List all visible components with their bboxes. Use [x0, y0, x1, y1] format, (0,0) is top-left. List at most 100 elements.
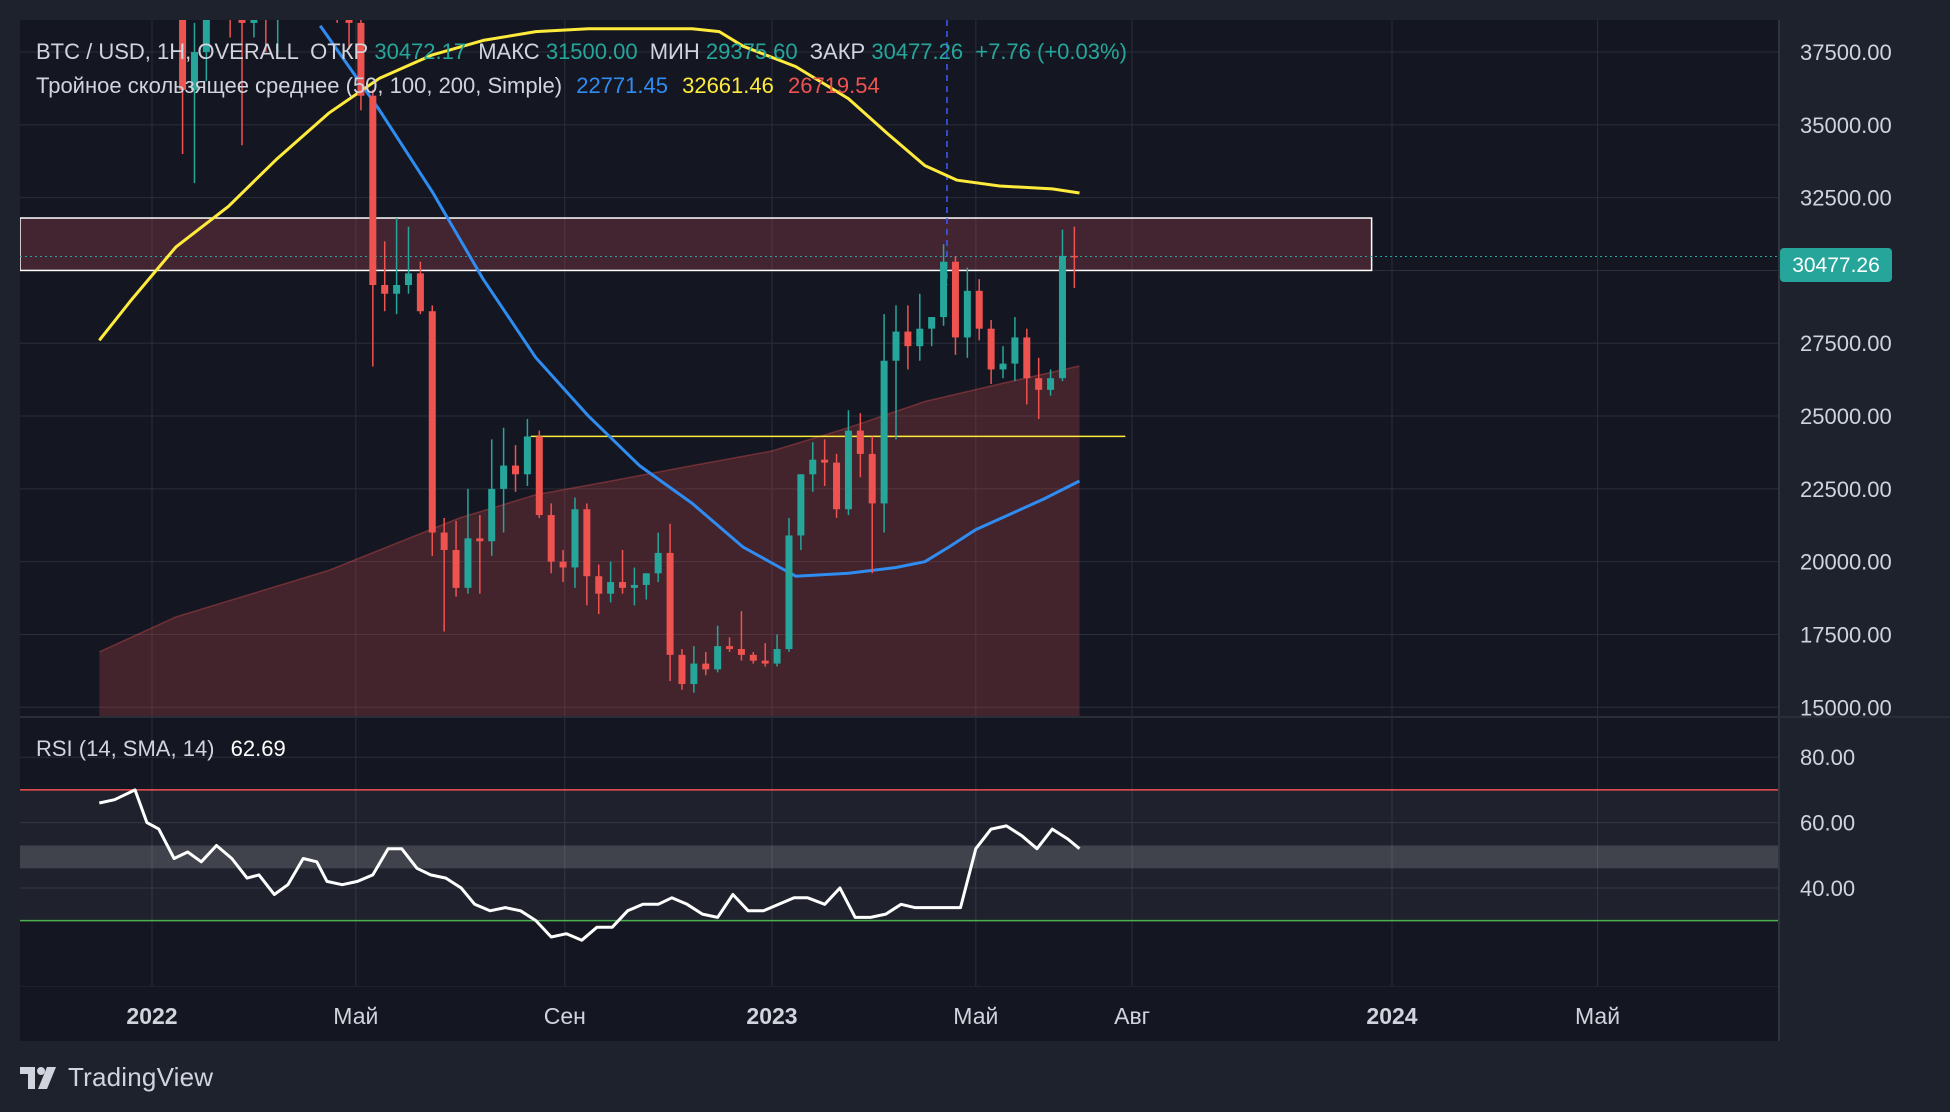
rsi-series — [98, 788, 1081, 942]
candle-body-42 — [595, 576, 603, 594]
ma-50-line — [318, 24, 1081, 578]
price-axis-label-5: 25000.00 — [1800, 404, 1892, 429]
candle-body-39 — [559, 561, 567, 568]
candle-body-29 — [440, 532, 448, 551]
ma-200-line — [98, 365, 1080, 653]
legend-panel: BTC / USD, 1Н, OVERALL ОТКР 30472.17 МАК… — [36, 39, 1127, 761]
candle-body-78 — [1023, 337, 1031, 379]
candle-body-48 — [666, 552, 674, 655]
candle-body-76 — [999, 363, 1007, 370]
candle-body-77 — [1011, 337, 1019, 364]
candle-body-50 — [690, 663, 698, 684]
candle-body-33 — [488, 488, 496, 542]
candle-body-81 — [1058, 255, 1066, 379]
candle-body-31 — [464, 538, 472, 588]
candle-body-43 — [607, 582, 615, 594]
resistance-zone[interactable] — [20, 217, 1373, 272]
candle-body-60 — [809, 459, 817, 475]
rsi-legend-value: 62.69 — [231, 736, 286, 761]
candle-body-66 — [880, 360, 888, 504]
candle-body-79 — [1035, 378, 1043, 390]
candle-body-53 — [726, 646, 734, 650]
candle-body-27 — [416, 273, 424, 312]
legend-close-label: ЗАКР — [810, 39, 865, 64]
legend-change: +7.76 (+0.03%) — [975, 39, 1127, 64]
legend-ma-100-value: 32661.46 — [682, 73, 774, 98]
candle-body-30 — [452, 550, 460, 588]
candle-body-9 — [202, 20, 210, 53]
candle-body-12 — [238, 20, 246, 23]
rsi-axis-label-0: 80.00 — [1800, 745, 1855, 770]
legend-open-label: ОТКР — [310, 39, 368, 64]
tradingview-logo-icon — [20, 1066, 56, 1089]
candle-body-35 — [512, 465, 520, 475]
candle-body-75 — [987, 328, 995, 370]
candle-body-45 — [630, 584, 638, 588]
candle-body-49 — [678, 654, 686, 684]
candle-body-7 — [179, 20, 187, 90]
candle-body-34 — [500, 465, 508, 489]
legend-close-value: 30477.26 — [871, 39, 963, 64]
time-axis-area[interactable] — [20, 987, 1778, 1041]
price-axis-label-8: 17500.00 — [1800, 622, 1892, 647]
grid-lines — [20, 20, 1778, 986]
price-pane[interactable] — [20, 20, 1778, 716]
price-axis[interactable]: 37500.0035000.0032500.0030000.0027500.00… — [20, 20, 1950, 1041]
rsi-bands — [20, 789, 1778, 922]
legend-symbol[interactable]: BTC / USD, 1Н, OVERALL — [36, 39, 299, 64]
candle-body-71 — [940, 261, 948, 318]
svg-text:RSI (14, SMA, 14) 62.69: RSI (14, SMA, 14) 62.69 — [36, 736, 286, 761]
candle-body-46 — [642, 573, 650, 585]
time-axis[interactable]: 2022 Май Сен 2023 Май Авг 2024 Май — [126, 1003, 1620, 1029]
candle-body-56 — [761, 660, 769, 664]
time-axis-label-3: 2023 — [746, 1003, 797, 1029]
candle-body-37 — [535, 436, 543, 516]
candle-body-8 — [190, 52, 198, 90]
tradingview-logo-text: TradingView — [68, 1062, 214, 1092]
candle-body-25 — [393, 285, 401, 294]
legend-open-value: 30472.17 — [374, 39, 466, 64]
last-price-badge — [1780, 248, 1892, 282]
candle-body-67 — [892, 331, 900, 361]
candle-body-62 — [833, 462, 841, 510]
rsi-axis[interactable]: 80.00 60.00 40.00 — [1800, 745, 1855, 901]
candle-body-41 — [583, 509, 591, 577]
candle-body-63 — [844, 430, 852, 510]
price-axis-label-9: 15000.00 — [1800, 695, 1892, 720]
legend-ma-50-value: 22771.45 — [576, 73, 668, 98]
last-price-badge-text: 30477.26 — [1792, 254, 1880, 277]
price-axis-label-6: 22500.00 — [1800, 477, 1892, 502]
candle-body-23 — [369, 95, 377, 286]
price-axis-label-0: 37500.00 — [1800, 40, 1892, 65]
time-axis-label-7: Май — [1575, 1003, 1620, 1029]
time-axis-label-6: 2024 — [1366, 1003, 1417, 1029]
time-axis-label-5: Авг — [1114, 1003, 1150, 1029]
candle-body-21 — [345, 20, 353, 23]
legend-high-value: 31500.00 — [546, 39, 638, 64]
svg-text:BTC / USD, 1Н, OVERALL О: BTC / USD, 1Н, OVERALL ОТКР 30472.17 МАК… — [36, 39, 1127, 64]
candle-body-28 — [428, 311, 436, 533]
candle-body-54 — [737, 649, 745, 655]
legend-ma-200-value: 26719.54 — [788, 73, 880, 98]
candle-body-65 — [868, 453, 876, 504]
rsi-pane[interactable] — [20, 718, 1778, 986]
rsi-axis-label-1: 60.00 — [1800, 811, 1855, 836]
candle-body-57 — [773, 649, 781, 664]
candle-body-64 — [856, 430, 864, 454]
legend-high-label: МАКС — [478, 39, 540, 64]
candle-body-22 — [357, 22, 365, 96]
time-axis-label-4: Май — [953, 1003, 998, 1029]
ma-100-line — [98, 27, 1080, 342]
tradingview-logo[interactable]: TradingView — [20, 1062, 213, 1093]
price-axis-label-4: 27500.00 — [1800, 331, 1892, 356]
candle-body-32 — [476, 538, 484, 542]
candle-body-72 — [951, 261, 959, 338]
time-axis-label-1: Май — [333, 1003, 378, 1029]
candle-body-24 — [381, 285, 389, 294]
chart-annotations[interactable] — [20, 20, 1778, 438]
price-axis-label-7: 20000.00 — [1800, 550, 1892, 575]
rsi-legend-title[interactable]: RSI (14, SMA, 14) — [36, 736, 215, 761]
legend-ma-title[interactable]: Тройное скользящее среднее (50, 100, 200… — [36, 73, 562, 98]
candle-body-47 — [654, 552, 662, 574]
